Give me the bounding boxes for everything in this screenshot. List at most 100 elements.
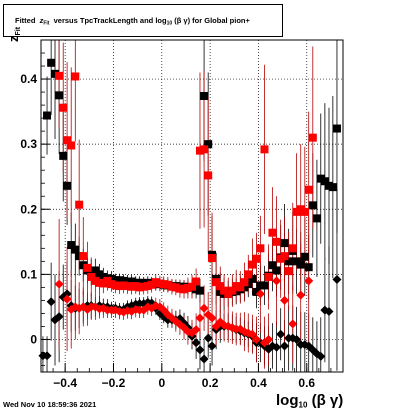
footer-timestamp: Wed Nov 10 18:59:36 2021 [3,400,97,409]
black-square-point [260,281,269,290]
black-square-point [63,181,72,190]
black-square-point [328,183,337,192]
red-diamond-point [280,295,290,305]
red-square-point [79,252,88,261]
red-square-point [268,228,277,237]
x-tick-label: 0.6 [298,376,315,390]
title-prefix: Fitted [15,16,36,25]
plot-frame [40,39,344,373]
black-square-point [79,261,88,270]
red-diamond-point [207,313,217,323]
red-square-point [111,281,120,290]
red-square-point [244,270,253,279]
y-label-sub: Fit [15,26,23,36]
black-square-point [316,174,325,183]
black-square-point [195,286,204,295]
red-square-point [232,282,241,291]
red-square-point [163,280,172,289]
black-diamond-point [207,341,217,351]
red-diamond-point [255,289,265,299]
red-square-point [212,278,221,287]
red-square-point [236,283,245,292]
red-diamond-point [247,329,257,339]
chart-title: Fitted zFit versus TpcTrackLength and lo… [3,4,283,37]
x-tick-label: 0.4 [250,376,267,390]
red-square-point [208,254,217,263]
red-square-point [224,289,233,298]
black-square-point [59,151,68,160]
black-square-point [296,260,305,269]
red-square-point [63,136,72,145]
black-diamond-point [195,345,205,355]
black-square-point [43,111,52,120]
black-square-point [248,274,257,283]
black-square-point [91,266,100,275]
x-label-main: log [276,392,299,409]
black-square-point [99,272,108,281]
red-square-point [135,283,144,292]
black-square-point [256,281,265,290]
black-square-point [51,69,60,78]
red-diamond-point [199,303,209,313]
red-square-point [127,282,136,291]
x-label-paren: (β γ) [311,392,344,409]
red-square-point [288,244,297,253]
y-tick-label: 0 [30,332,37,346]
black-diamond-point [272,342,282,352]
red-diamond-point [272,276,282,286]
title-z-sub: Fit [43,20,50,27]
black-diamond-point [332,275,342,285]
red-square-point [200,145,209,154]
x-axis-label: log10 (β γ) [276,392,343,409]
red-square-point [175,284,184,293]
marker-layer [38,58,342,364]
red-square-point [256,244,265,253]
black-diamond-point [191,338,201,348]
red-square-point [71,72,80,81]
red-square-point [252,254,261,263]
black-diamond-point [203,333,213,343]
red-diamond-point [304,276,314,286]
red-square-point [195,146,204,155]
red-square-point [260,145,269,154]
red-square-point [216,282,225,291]
red-square-point [159,280,168,289]
black-diamond-point [316,351,326,361]
black-square-point [67,241,76,250]
red-square-point [228,286,237,295]
x-tick-label: −0.2 [102,376,126,390]
black-diamond-point [62,289,72,299]
black-square-point [204,140,213,149]
black-square-point [75,252,84,261]
y-label-main: z [6,35,21,43]
black-diamond-point [58,292,68,302]
red-square-point [292,207,301,216]
red-square-point [139,282,148,291]
red-square-point [91,276,100,285]
black-square-point [268,261,277,270]
red-square-point [240,278,249,287]
black-square-point [308,201,317,210]
red-square-point [296,205,305,214]
black-diamond-point [42,351,52,361]
red-diamond-point [296,290,306,300]
red-square-point [183,284,192,293]
tick-layer [40,39,344,372]
red-square-point [59,103,68,112]
black-square-point [320,177,329,186]
red-square-point [171,283,180,292]
red-diamond-point [62,294,72,304]
red-square-point [204,171,213,180]
x-tick-label: −0.4 [53,376,77,390]
black-square-point [272,266,281,275]
red-square-point [272,237,281,246]
red-square-point [304,185,313,194]
black-square-point [252,287,261,296]
black-diamond-point [54,312,64,322]
red-square-point [188,282,196,291]
red-square-point [220,286,229,295]
red-square-point [264,272,273,281]
black-square-point [332,124,341,133]
